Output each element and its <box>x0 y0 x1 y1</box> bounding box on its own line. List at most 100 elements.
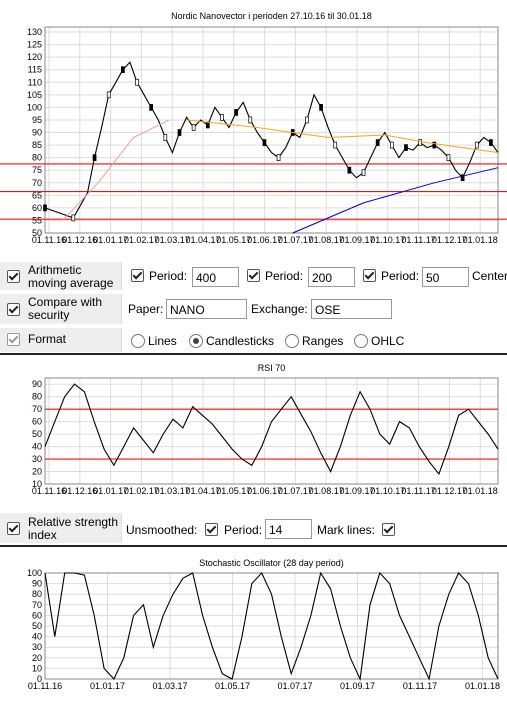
unsmoothed-label: Unsmoothed: <box>126 523 198 537</box>
x-tick-label: 01.12.17 <box>432 486 467 496</box>
sma-checkbox[interactable] <box>7 270 20 283</box>
x-tick-label: 01.10.17 <box>370 486 405 496</box>
rsi-control-row: Relative strength index Unsmoothed: Peri… <box>0 513 507 543</box>
x-tick-label: 01.07.17 <box>278 235 313 245</box>
y-tick-label: 90 <box>32 379 42 389</box>
format-ohlc-label: OHLC <box>371 334 405 348</box>
candlestick <box>71 214 76 222</box>
sma-period1-label: Period: <box>149 269 188 283</box>
y-tick-label: 50 <box>32 429 42 439</box>
compare-label: Compare with security <box>28 295 103 322</box>
format-checkbox <box>7 333 20 346</box>
sma-period1-input[interactable]: 400 <box>192 267 239 287</box>
format-lines-radio[interactable] <box>131 334 145 348</box>
x-tick-label: 01.01.17 <box>93 486 128 496</box>
chart-title: RSI 70 <box>258 363 286 373</box>
sma-label: Arithmetic moving average <box>28 263 114 290</box>
series-line-0 <box>44 61 499 219</box>
rsi-checkbox[interactable] <box>7 522 20 535</box>
candlestick <box>460 174 465 182</box>
candlestick <box>404 144 408 151</box>
sma-period3-input[interactable]: 50 <box>422 267 469 287</box>
candlestick <box>489 139 493 146</box>
sma-control-row: Arithmetic moving average Period: 400 Pe… <box>0 262 507 290</box>
y-tick-label: 60 <box>32 610 42 620</box>
x-tick-label: 01.03.17 <box>152 681 187 691</box>
format-ranges-radio[interactable] <box>285 334 299 348</box>
x-tick-label: 01.11.16 <box>28 681 62 691</box>
x-tick-label: 01.09.17 <box>339 235 374 245</box>
x-tick-label: 01.12.17 <box>432 235 467 245</box>
x-tick-label: 01.09.17 <box>340 681 375 691</box>
format-ohlc-radio[interactable] <box>354 334 368 348</box>
candlestick <box>163 134 168 141</box>
y-tick-label: 100 <box>27 568 42 578</box>
stochastic-chart: Stochastic Oscillator (28 day period)010… <box>27 558 500 691</box>
x-tick-label: 01.11.17 <box>403 681 437 691</box>
x-tick-label: 01.05.17 <box>216 235 251 245</box>
y-tick-label: 20 <box>32 653 42 663</box>
candlestick <box>389 141 394 149</box>
y-tick-label: 10 <box>32 479 42 489</box>
x-tick-label: 01.11.16 <box>32 235 66 245</box>
x-tick-label: 01.07.17 <box>277 681 312 691</box>
sma-period3-checkbox[interactable] <box>363 269 376 282</box>
y-tick-label: 90 <box>32 128 42 138</box>
unsmoothed-checkbox[interactable] <box>205 523 218 536</box>
candlestick <box>121 66 125 74</box>
sma-period2-input[interactable]: 200 <box>308 267 355 287</box>
x-tick-label: 01.09.17 <box>339 486 374 496</box>
y-tick-label: 50 <box>32 228 42 238</box>
candlestick <box>149 104 154 111</box>
rsi-label: Relative strength index <box>28 515 119 542</box>
candlestick <box>43 204 47 212</box>
format-lines-label: Lines <box>148 334 177 348</box>
y-tick-label: 30 <box>32 454 42 464</box>
candlestick <box>474 141 479 149</box>
x-tick-label: 01.12.16 <box>62 235 97 245</box>
exchange-input[interactable]: OSE <box>311 299 392 319</box>
format-candlesticks-radio[interactable] <box>189 334 203 348</box>
compare-checkbox[interactable] <box>7 303 20 316</box>
candlestick <box>375 139 380 146</box>
marklines-label: Mark lines: <box>317 523 376 537</box>
y-tick-label: 55 <box>32 215 42 225</box>
sma-period1-checkbox[interactable] <box>131 269 144 282</box>
rsi-period-input[interactable]: 14 <box>265 519 312 539</box>
paper-input[interactable]: NANO <box>166 299 247 319</box>
y-tick-label: 65 <box>32 190 42 200</box>
candlestick <box>177 129 182 136</box>
candlestick <box>305 116 309 124</box>
y-tick-label: 70 <box>32 178 42 188</box>
candlestick <box>319 104 323 111</box>
marklines-checkbox[interactable] <box>382 523 395 536</box>
y-tick-label: 115 <box>28 65 42 75</box>
series-line-0 <box>44 383 499 476</box>
x-tick-label: 01.04.17 <box>185 235 220 245</box>
plot-border <box>44 377 499 485</box>
y-tick-label: 95 <box>32 115 42 125</box>
candlestick <box>135 78 139 86</box>
y-tick-label: 125 <box>27 40 42 50</box>
candlestick <box>234 109 238 116</box>
compare-control-row: Compare with security Paper: NANO Exchan… <box>0 294 507 324</box>
candlestick <box>106 91 111 99</box>
x-tick-label: 01.01.17 <box>93 235 128 245</box>
y-tick-label: 10 <box>32 663 42 673</box>
y-tick-label: 40 <box>32 632 42 642</box>
x-tick-label: 01.10.17 <box>370 235 405 245</box>
y-tick-label: 120 <box>27 52 42 62</box>
y-tick-label: 75 <box>32 165 42 175</box>
separator-2 <box>0 545 507 547</box>
y-tick-label: 40 <box>32 442 42 452</box>
separator-1 <box>0 353 507 355</box>
y-tick-label: 100 <box>27 102 42 112</box>
x-tick-label: 01.01.18 <box>463 486 498 496</box>
x-tick-label: 01.03.17 <box>155 486 190 496</box>
y-tick-label: 80 <box>32 153 42 163</box>
sma-period2-checkbox[interactable] <box>247 269 260 282</box>
x-tick-label: 01.01.17 <box>90 681 125 691</box>
y-tick-label: 50 <box>32 621 42 631</box>
x-tick-label: 01.05.17 <box>215 681 250 691</box>
y-tick-label: 90 <box>32 579 42 589</box>
